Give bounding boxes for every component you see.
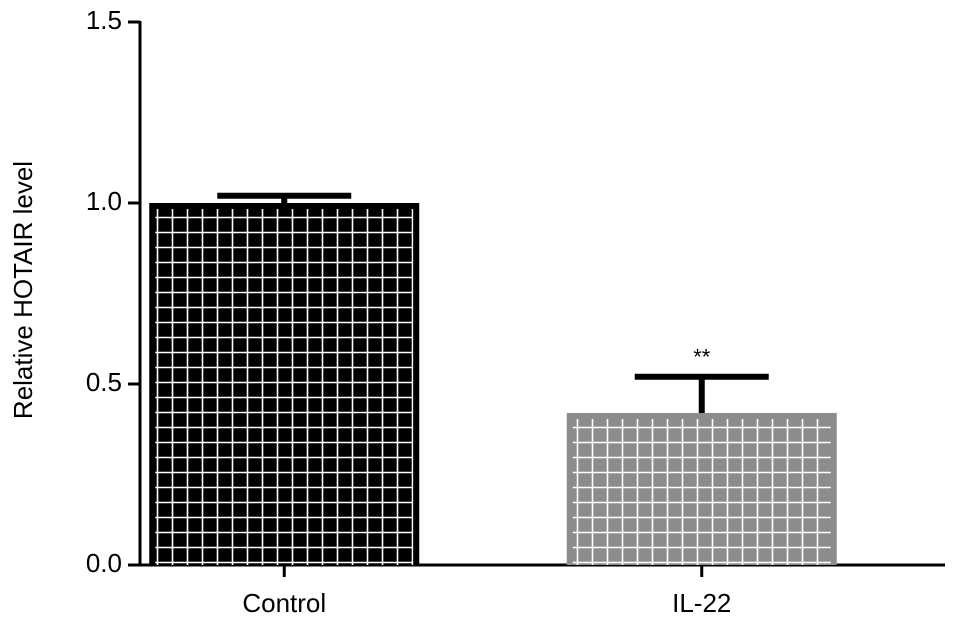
y-tick-label: 0.5 (86, 367, 122, 397)
y-axis-label: Relative HOTAIR level (8, 161, 38, 419)
bar-pattern (572, 418, 831, 565)
annotation: ** (693, 345, 711, 370)
y-tick-label: 1.0 (86, 186, 122, 216)
x-tick-label: Control (242, 588, 326, 618)
x-tick-label: IL-22 (672, 588, 731, 618)
y-tick-label: 1.5 (86, 5, 122, 35)
error-bar (217, 192, 352, 203)
bar-pattern (155, 209, 414, 565)
y-tick-label: 0.0 (86, 548, 122, 578)
error-bar (634, 373, 769, 413)
